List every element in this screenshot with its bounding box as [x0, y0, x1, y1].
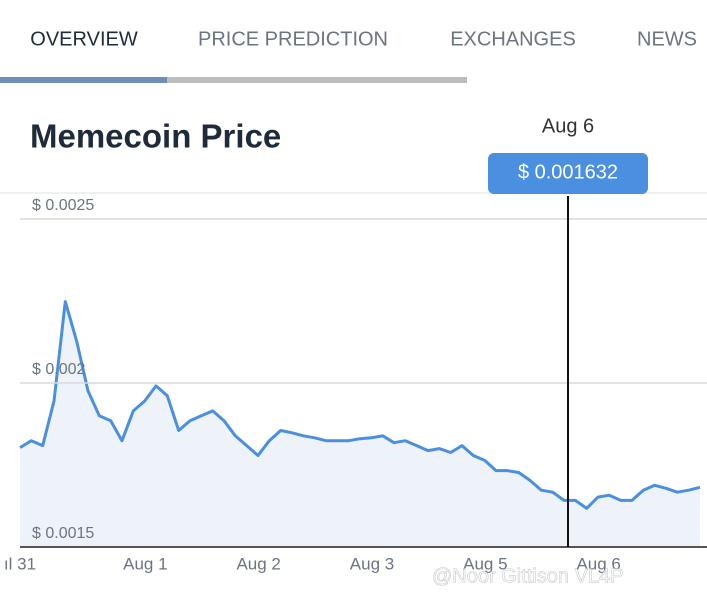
price-line — [19, 300, 701, 510]
tab[interactable]: EXCHANGES — [450, 28, 576, 50]
y-tick-label: $ 0.002 — [32, 361, 85, 378]
tab[interactable]: OVERVIEW — [30, 28, 138, 50]
x-tick-label: Aug 6 — [576, 554, 620, 573]
x-tick-label: Aug 3 — [350, 554, 394, 573]
tab[interactable]: NEWS — [637, 28, 697, 50]
x-tick-label: Aug 5 — [463, 554, 507, 573]
tab-track — [167, 77, 467, 83]
chart-title: Memecoin Price — [30, 118, 281, 155]
watermark: @Noor Gittison VL4P — [432, 565, 624, 587]
x-tick-label: Aug 2 — [236, 554, 280, 573]
x-tick-label: Aug 1 — [123, 554, 167, 573]
tooltip — [488, 153, 648, 194]
tab-indicator — [0, 77, 167, 83]
area-fill — [20, 301, 700, 547]
plot: $ 0.0015 $ 0.002 $ 0.0025 ıl 31 Aug 1 Aug 2 Au… — [4, 197, 707, 573]
y-tick-label: $ 0.0015 — [32, 525, 94, 542]
x-tick-label: ıl 31 — [4, 554, 36, 573]
tooltip-text: $ 0.001632 — [518, 161, 618, 183]
y-tick-label: $ 0.0025 — [32, 197, 94, 214]
tab[interactable]: PRICE PREDICTION — [198, 28, 388, 50]
cursor-date: Aug 6 — [542, 115, 594, 137]
